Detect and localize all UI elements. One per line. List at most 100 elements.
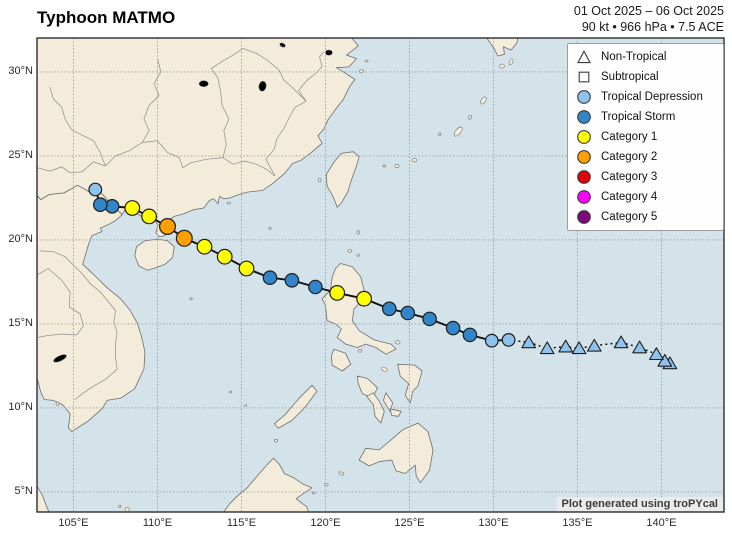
x-tick-label: 115°E: [226, 517, 257, 529]
legend: Non-Tropical Subtropical Tropical Depressi…: [567, 43, 724, 231]
landmass-palawan: [273, 384, 318, 429]
track-point-20: [284, 272, 300, 288]
admin-border: [265, 100, 307, 177]
x-tick-label: 135°E: [562, 517, 593, 529]
track-point-6: [571, 341, 587, 355]
track-point-12: [462, 327, 478, 343]
gridlines: [36, 37, 725, 513]
legend-item-tropical-depression: Tropical Depression: [568, 87, 723, 107]
landmass-china: [37, 38, 359, 237]
island: [382, 164, 386, 168]
landmass-indochina: [37, 184, 146, 432]
island: [364, 59, 369, 63]
admin-border: [37, 161, 106, 174]
plot-title: Typhoon MATMO: [37, 8, 176, 27]
triangle-marker-icon: [577, 50, 591, 64]
track-point-19: [308, 279, 323, 295]
y-tick-label: 25°N: [8, 149, 33, 162]
y-tick-label: 10°N: [8, 401, 33, 414]
track-point-22: [238, 260, 255, 277]
island: [438, 132, 442, 136]
track-point-4: [613, 335, 629, 349]
legend-item-subtropical: Subtropical: [568, 67, 723, 87]
legend-item-category-1: Category 1: [568, 127, 723, 147]
island: [118, 504, 122, 508]
admin-border: [298, 51, 325, 102]
lake: [279, 42, 286, 48]
lake: [53, 354, 67, 363]
track-point-31: [88, 182, 103, 197]
track-point-18: [329, 285, 346, 301]
legend-label: Category 3: [601, 171, 658, 183]
landmass-mindanao: [358, 422, 434, 484]
map-frame: [36, 37, 725, 513]
legend-label: Category 4: [601, 191, 658, 203]
track-point-23: [216, 248, 233, 265]
circle-marker-icon: [577, 170, 591, 184]
track-point-10: [501, 333, 516, 347]
y-tick-label: 15°N: [8, 317, 33, 330]
island: [411, 158, 418, 163]
landmass-malay-peninsula: [37, 485, 50, 512]
landmass-mindoro: [330, 348, 352, 372]
legend-label: Category 2: [601, 151, 658, 163]
x-tick-label: 110°E: [142, 517, 173, 529]
x-tick-label: 120°E: [310, 517, 341, 529]
track-line-tropical: [94, 189, 509, 342]
y-tick-label: 30°N: [8, 65, 33, 78]
geography: [37, 38, 519, 512]
storm-stats: 90 kt • 966 hPa • 7.5 ACE: [581, 20, 724, 34]
island: [229, 390, 232, 394]
landmass-samar-leyte: [397, 363, 423, 404]
landmass-bohol: [389, 408, 402, 417]
track-point-27: [141, 208, 158, 225]
island: [480, 96, 487, 105]
island: [356, 253, 360, 257]
island: [124, 506, 130, 512]
storm-track: [88, 182, 678, 370]
island: [508, 58, 514, 66]
admin-border: [242, 48, 307, 102]
landmass-hainan: [134, 238, 175, 271]
island: [347, 249, 352, 253]
legend-item-category-4: Category 4: [568, 187, 723, 207]
circle-marker-icon: [577, 210, 591, 224]
track-point-5: [586, 338, 602, 352]
track-point-9: [521, 335, 537, 349]
square-marker-icon: [578, 71, 590, 83]
island: [357, 349, 363, 353]
track-point-24: [196, 238, 213, 255]
track-point-7: [558, 339, 574, 353]
lake: [324, 49, 333, 56]
island: [226, 201, 231, 205]
legend-label: Non-Tropical: [601, 51, 667, 63]
island: [381, 366, 388, 372]
track-point-2: [649, 347, 664, 361]
island: [338, 471, 345, 476]
x-tick-label: 140°E: [646, 517, 677, 529]
legend-label: Category 5: [601, 211, 658, 223]
admin-border: [39, 250, 118, 400]
x-tick-label: 125°E: [394, 517, 425, 529]
legend-item-tropical-storm: Tropical Storm: [568, 107, 723, 127]
track-point-28: [124, 200, 141, 216]
track-point-25: [175, 229, 193, 247]
island: [244, 404, 247, 407]
track-point-16: [381, 301, 397, 317]
admin-border: [49, 87, 106, 167]
island: [273, 439, 278, 443]
island: [394, 164, 400, 169]
legend-label: Tropical Storm: [601, 111, 676, 123]
circle-marker-icon: [577, 90, 591, 104]
track-point-17: [356, 290, 373, 307]
legend-item-non-tropical: Non-Tropical: [568, 47, 723, 67]
landmass-taiwan: [325, 151, 360, 208]
track-point-26: [159, 218, 177, 236]
admin-border: [105, 140, 276, 177]
y-tick-label: 5°N: [14, 485, 33, 498]
lake: [258, 80, 267, 92]
legend-label: Tropical Depression: [601, 91, 703, 103]
x-tick-label: 130°E: [478, 517, 509, 529]
track-point-14: [422, 311, 437, 327]
